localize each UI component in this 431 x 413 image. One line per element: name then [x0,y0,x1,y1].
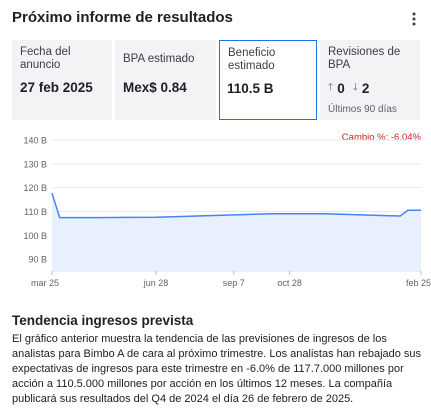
y-axis: 140 B 130 B 120 B 110 B 100 B 90 B [23,136,47,265]
change-percent-label: Cambio %: -6.04% [342,132,422,143]
revisions-up: 🡑 0 [328,80,345,97]
eps-estimate-card[interactable]: BPA estimado Mex$ 0.84 [115,40,216,120]
revisions-period: Últimos 90 días [328,104,397,115]
revenue-forecast-chart: Cambio %: -6.04% 140 B 130 B 120 B 110 B 100… [23,132,431,288]
eps-estimate-value: Mex$ 0.84 [123,80,187,95]
more-options-icon[interactable] [405,8,423,30]
profit-estimate-card[interactable]: Beneficio estimado 110.5 B [219,40,317,120]
revisions-down: 🡓 2 [353,80,370,97]
revisions-row: 🡑 0 🡓 2 [328,80,377,97]
x-tick-label: feb 25 [406,278,431,288]
y-tick-label: 90 B [28,255,47,265]
revisions-down-count: 2 [361,81,370,96]
eps-revisions-card[interactable]: Revisiones de BPA 🡑 0 🡓 2 Últimos 90 día… [320,40,420,120]
estimate-cards: Fecha del anuncio 27 feb 2025 BPA estima… [12,40,420,120]
y-tick-label: 140 B [23,136,47,146]
description-body: El gráfico anterior muestra la tendencia… [12,333,422,405]
profit-estimate-label: Beneficio estimado [228,47,276,72]
forecast-area [52,193,421,271]
description-title: Tendencia ingresos prevista [12,313,194,328]
x-tick-label: mar 25 [31,278,59,288]
x-tick-label: oct 28 [277,278,302,288]
eps-estimate-label: BPA estimado [123,53,195,65]
arrow-down-icon: 🡓 [352,82,358,93]
y-tick-label: 120 B [23,183,47,193]
arrow-up-icon: 🡑 [328,82,334,93]
forecast-line [51,192,421,219]
page-title: Próximo informe de resultados [12,9,233,26]
report-date-value: 27 feb 2025 [20,80,93,95]
x-tick-label: jun 28 [143,278,169,288]
profit-estimate-value: 110.5 B [227,81,274,96]
x-tick-label: sep 7 [223,278,245,288]
report-date-card: Fecha del anuncio 27 feb 2025 [12,40,112,120]
revisions-up-count: 0 [337,81,345,96]
report-date-label: Fecha del anuncio [20,46,71,71]
y-tick-label: 110 B [24,207,47,217]
y-tick-label: 100 B [23,231,47,241]
x-axis: mar 25 jun 28 sep 7 oct 28 feb 25 [31,271,431,288]
eps-revisions-label: Revisiones de BPA [328,46,401,71]
y-tick-label: 130 B [23,159,47,169]
